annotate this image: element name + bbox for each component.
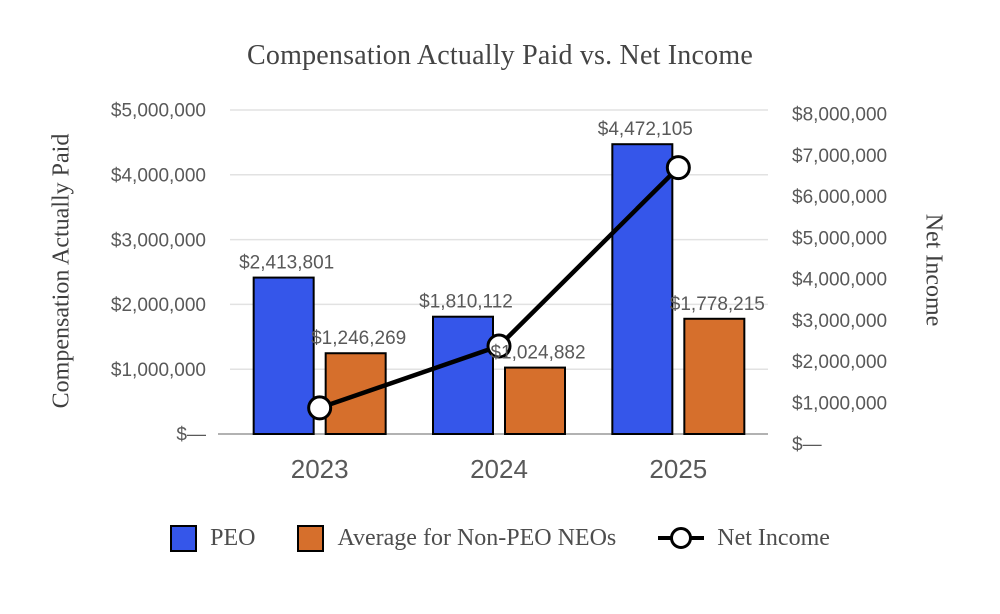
legend-item-non-peo: Average for Non-PEO NEOs bbox=[297, 524, 617, 552]
x-axis-label-2023: 2023 bbox=[291, 454, 349, 484]
legend-item-peo: PEO bbox=[170, 524, 256, 552]
bar-label-non-peo-2024: $1,024,882 bbox=[490, 343, 585, 364]
left-axis-tick: $3,000,000 bbox=[111, 230, 206, 251]
net-income-circle-icon bbox=[670, 527, 693, 549]
net-income-marker-2024 bbox=[486, 333, 512, 359]
bar-peo-2023 bbox=[252, 276, 315, 435]
right-axis-tick: $7,000,000 bbox=[792, 146, 887, 167]
left-axis-tick: $5,000,000 bbox=[111, 101, 206, 122]
bar-peo-2024 bbox=[432, 315, 494, 435]
left-axis-tick: $— bbox=[176, 425, 206, 446]
right-axis-tick: $4,000,000 bbox=[792, 270, 887, 291]
net-income-marker-2025 bbox=[665, 155, 691, 181]
legend-label-non-peo: Average for Non-PEO NEOs bbox=[337, 524, 617, 551]
bar-peo-2025 bbox=[611, 143, 674, 435]
right-axis-tick: $3,000,000 bbox=[792, 311, 887, 332]
x-axis-label-2025: 2025 bbox=[649, 454, 707, 484]
right-axis-tick: $1,000,000 bbox=[792, 393, 887, 414]
bar-non-peo-2024 bbox=[504, 366, 566, 435]
right-axis-tick: $6,000,000 bbox=[792, 187, 887, 208]
net-income-marker-2023 bbox=[307, 395, 333, 421]
chart-title: Compensation Actually Paid vs. Net Incom… bbox=[247, 40, 753, 71]
x-axis-label-2024: 2024 bbox=[470, 454, 528, 484]
right-axis-tick: $2,000,000 bbox=[792, 352, 887, 373]
non-peo-swatch-icon bbox=[297, 524, 325, 552]
left-axis-tick: $2,000,000 bbox=[111, 295, 206, 316]
legend-item-net-income: Net Income bbox=[658, 525, 830, 552]
right-axis-tick: $8,000,000 bbox=[792, 105, 887, 126]
legend: PEO Average for Non-PEO NEOs Net Income bbox=[0, 518, 1000, 558]
left-axis-tick: $4,000,000 bbox=[111, 165, 206, 186]
legend-label-net-income: Net Income bbox=[717, 524, 830, 551]
right-axis-tick: $— bbox=[792, 435, 822, 456]
right-axis-tick: $5,000,000 bbox=[792, 228, 887, 249]
bar-label-non-peo-2025: $1,778,215 bbox=[670, 294, 765, 315]
peo-swatch-icon bbox=[170, 524, 198, 552]
net-income-marker-icon bbox=[658, 527, 705, 549]
legend-label-peo: PEO bbox=[210, 524, 256, 551]
bar-label-peo-2025: $4,472,105 bbox=[598, 119, 693, 140]
bar-label-peo-2023: $2,413,801 bbox=[239, 253, 334, 274]
bar-label-peo-2024: $1,810,112 bbox=[419, 292, 513, 313]
bar-non-peo-2025 bbox=[683, 317, 746, 435]
bar-label-non-peo-2023: $1,246,269 bbox=[311, 328, 406, 349]
left-axis-tick: $1,000,000 bbox=[111, 360, 206, 381]
